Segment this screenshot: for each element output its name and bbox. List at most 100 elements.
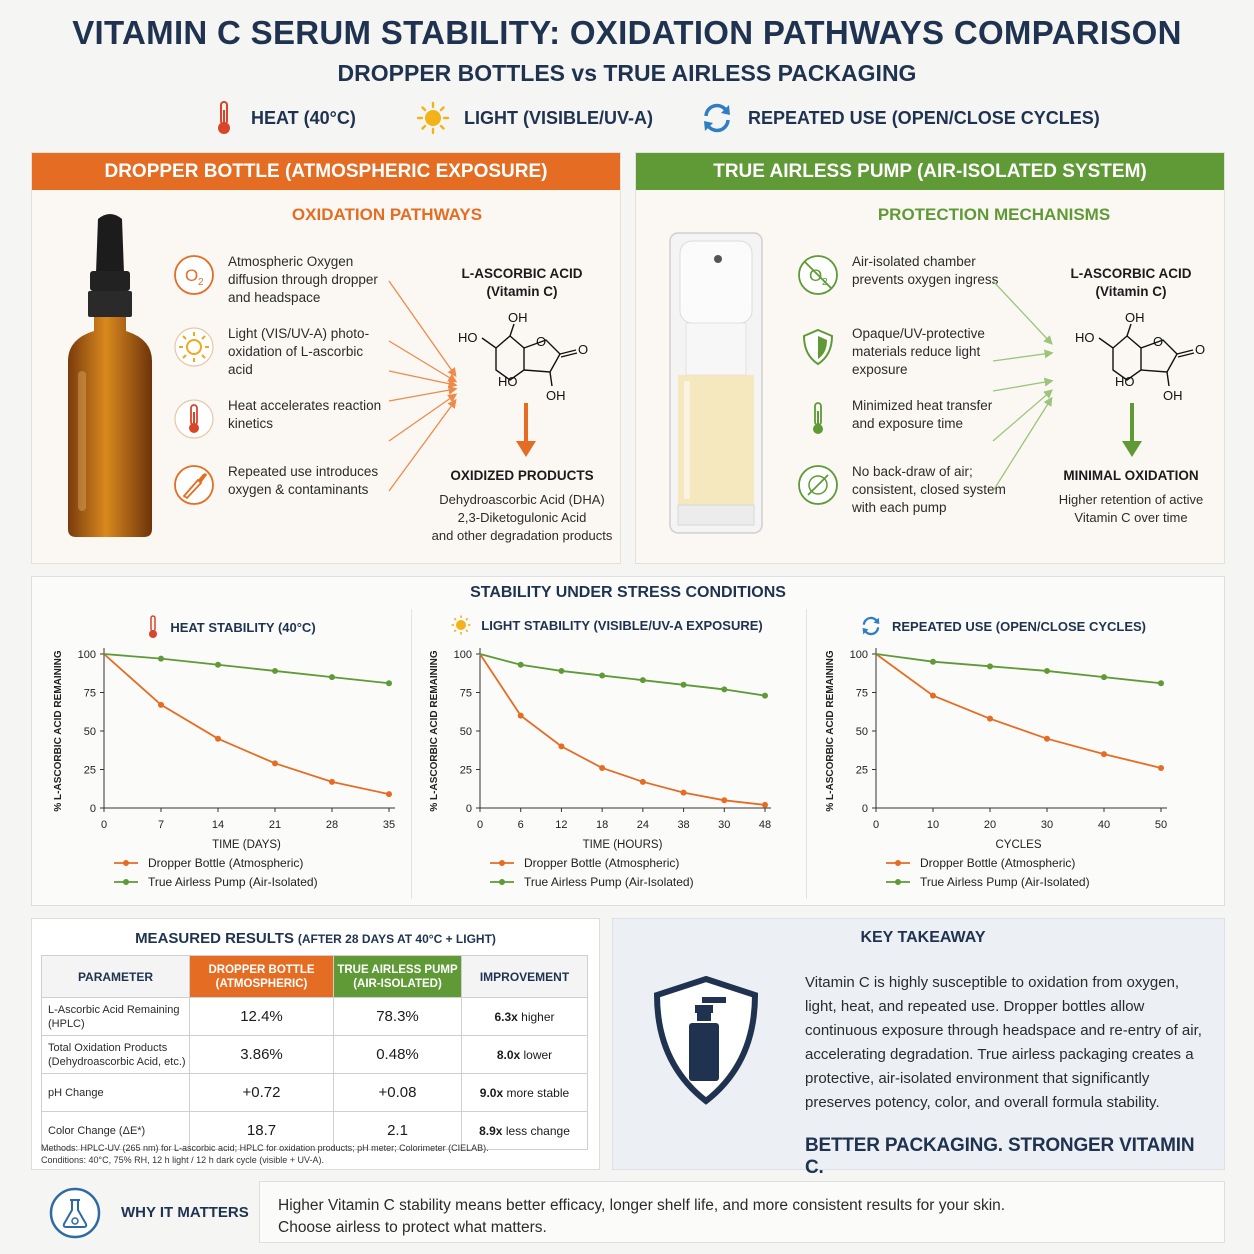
mechanism-light-text: Opaque/UV-protective materials reduce li… (852, 326, 985, 377)
refresh-cycle-icon (862, 616, 880, 636)
svg-text:HO: HO (498, 374, 518, 389)
data-point (639, 778, 646, 785)
y-tick-label: 100 (850, 649, 868, 661)
series-line-dropper (875, 653, 1162, 769)
x-tick-label: 0 (873, 819, 879, 831)
legend-marker (499, 860, 505, 866)
y-tick-label: 25 (460, 765, 472, 777)
why-it-matters-text: Higher Vitamin C stability means better … (278, 1195, 1208, 1239)
y-tick-label: 75 (856, 688, 868, 700)
pathway-oxygen-text: Atmospheric Oxygen diffusion through dro… (228, 254, 378, 305)
improvement-factor: 8.9x (479, 1123, 503, 1138)
svg-text:OH: OH (508, 310, 528, 325)
improvement-desc: higher (517, 1009, 555, 1024)
data-point (386, 680, 392, 687)
stress-conditions-section: STABILITY UNDER STRESS CONDITIONS HEAT S… (31, 576, 1225, 906)
improvement-factor: 9.0x (479, 1085, 504, 1100)
x-tick-label: 12 (555, 819, 567, 831)
data-point (272, 760, 278, 767)
svg-text:O: O (578, 342, 588, 357)
no-air-icon (798, 465, 838, 505)
svg-text:2: 2 (198, 277, 204, 288)
measured-results-section: MEASURED RESULTS (AFTER 28 DAYS AT 40°C … (31, 918, 600, 1170)
svg-text:O: O (536, 334, 546, 349)
measured-results-heading: MEASURED RESULTS (AFTER 28 DAYS AT 40°C … (32, 930, 599, 947)
sun-icon (451, 615, 471, 635)
row-parameter: Color Change (ΔE*) (41, 1111, 190, 1150)
x-tick-label: 30 (1041, 819, 1053, 831)
heat-stability-chart: 0 25 50 75 100 0 7 14 21 28 35 TIME (DAYS) % L-ASCOR… (53, 648, 395, 889)
x-tick-label: 28 (326, 819, 338, 831)
minimal-oxidation-line-1: Higher retention of active (1058, 492, 1204, 507)
improvement-factor: 8.0x (496, 1047, 521, 1062)
why-it-matters-box: Higher Vitamin C stability means better … (259, 1181, 1225, 1243)
y-axis-label: % L-ASCORBIC ACID REMAINING (825, 650, 836, 812)
pathway-repeated-use: Repeated use introduces oxygen & contami… (172, 463, 382, 507)
factor-heat-label: HEAT (40°C) (251, 107, 356, 128)
svg-text:OH: OH (1163, 388, 1183, 403)
y-tick-label: 75 (460, 688, 472, 700)
why-line-2: Choose airless to protect what matters. (278, 1219, 547, 1236)
table-row: Color Change (ΔE*) 18.7 2.1 8.9x less ch… (41, 1111, 588, 1150)
data-point (517, 712, 524, 719)
data-point (930, 692, 936, 699)
x-tick-label: 0 (101, 819, 107, 831)
improvement-desc: less change (502, 1123, 570, 1138)
sun-icon (416, 101, 450, 135)
row-dropper-value: +0.72 (189, 1073, 334, 1112)
row-airless-value: 0.48% (333, 1035, 462, 1074)
row-dropper-value: 12.4% (189, 997, 334, 1036)
y-tick-label: 0 (466, 803, 472, 815)
key-takeaway-body: Vitamin C is highly susceptible to oxida… (805, 974, 1202, 1111)
y-axis-label: % L-ASCORBIC ACID REMAINING (429, 650, 440, 812)
oxidized-product-1: Dehydroascorbic Acid (DHA) (439, 492, 605, 507)
data-point (930, 658, 936, 665)
no-oxygen-icon: O 2 (798, 255, 838, 295)
oxidized-products-title: OXIDIZED PRODUCTS (450, 468, 594, 483)
data-point (680, 789, 687, 796)
data-point (721, 686, 728, 693)
factor-heat: HEAT (40°C) (211, 100, 356, 136)
light-chart-panel: LIGHT STABILITY (VISIBLE/UV-A EXPOSURE) … (410, 607, 804, 903)
legend-marker (895, 879, 901, 885)
pathway-repeated-use-text: Repeated use introduces oxygen & contami… (228, 464, 379, 497)
legend-label: Dropper Bottle (Atmospheric) (920, 856, 1075, 870)
methods-notes: Methods: HPLC-UV (265 nm) for L-ascorbic… (41, 1142, 593, 1166)
row-parameter: pH Change (41, 1073, 190, 1112)
svg-text:HO: HO (1075, 330, 1095, 345)
airless-panel: TRUE AIRLESS PUMP (AIR-ISOLATED SYSTEM) … (635, 152, 1225, 564)
x-axis-label: TIME (HOURS) (583, 839, 663, 851)
legend-marker (123, 860, 129, 866)
x-tick-label: 21 (269, 819, 281, 831)
data-point (558, 667, 565, 674)
protection-mechanisms-list: O 2 Air-isolated chamber prevents oxygen… (796, 253, 1006, 519)
x-tick-label: 30 (718, 819, 730, 831)
legend-label: True Airless Pump (Air-Isolated) (524, 875, 694, 889)
factor-light-label: LIGHT (VISIBLE/UV-A) (464, 107, 653, 128)
airless-pump-image (669, 232, 763, 534)
airless-ascorbic-acid-subtitle: (Vitamin C) (1095, 284, 1167, 299)
row-parameter: L-Ascorbic Acid Remaining (HPLC) (41, 997, 190, 1036)
y-tick-label: 0 (862, 803, 868, 815)
data-point (987, 663, 993, 670)
y-tick-label: 100 (454, 649, 472, 661)
row-parameter: Total Oxidation Products (Dehydroascorbi… (41, 1035, 190, 1074)
refresh-cycle-icon (704, 103, 730, 133)
x-tick-label: 7 (158, 819, 164, 831)
series-line-airless (875, 653, 1162, 685)
key-takeaway-section: KEY TAKEAWAY Vitamin C is highly suscept… (612, 918, 1225, 1178)
thermometer-icon (149, 615, 158, 638)
table-row: pH Change +0.72 +0.08 9.0x more stable (41, 1073, 588, 1112)
row-airless-value: 2.1 (333, 1111, 462, 1150)
oxygen-icon: O 2 (174, 255, 214, 295)
row-dropper-value: 18.7 (189, 1111, 334, 1150)
thermometer-icon (218, 101, 230, 134)
table-row: L-Ascorbic Acid Remaining (HPLC) 12.4% 7… (41, 997, 588, 1036)
data-point (1044, 667, 1050, 674)
legend-marker (499, 879, 505, 885)
legend-marker (123, 879, 129, 885)
improvement-desc: more stable (503, 1085, 570, 1100)
protection-mechanisms-title: PROTECTION MECHANISMS (877, 205, 1111, 224)
improvement-desc: lower (520, 1047, 553, 1062)
legend-marker (895, 860, 901, 866)
